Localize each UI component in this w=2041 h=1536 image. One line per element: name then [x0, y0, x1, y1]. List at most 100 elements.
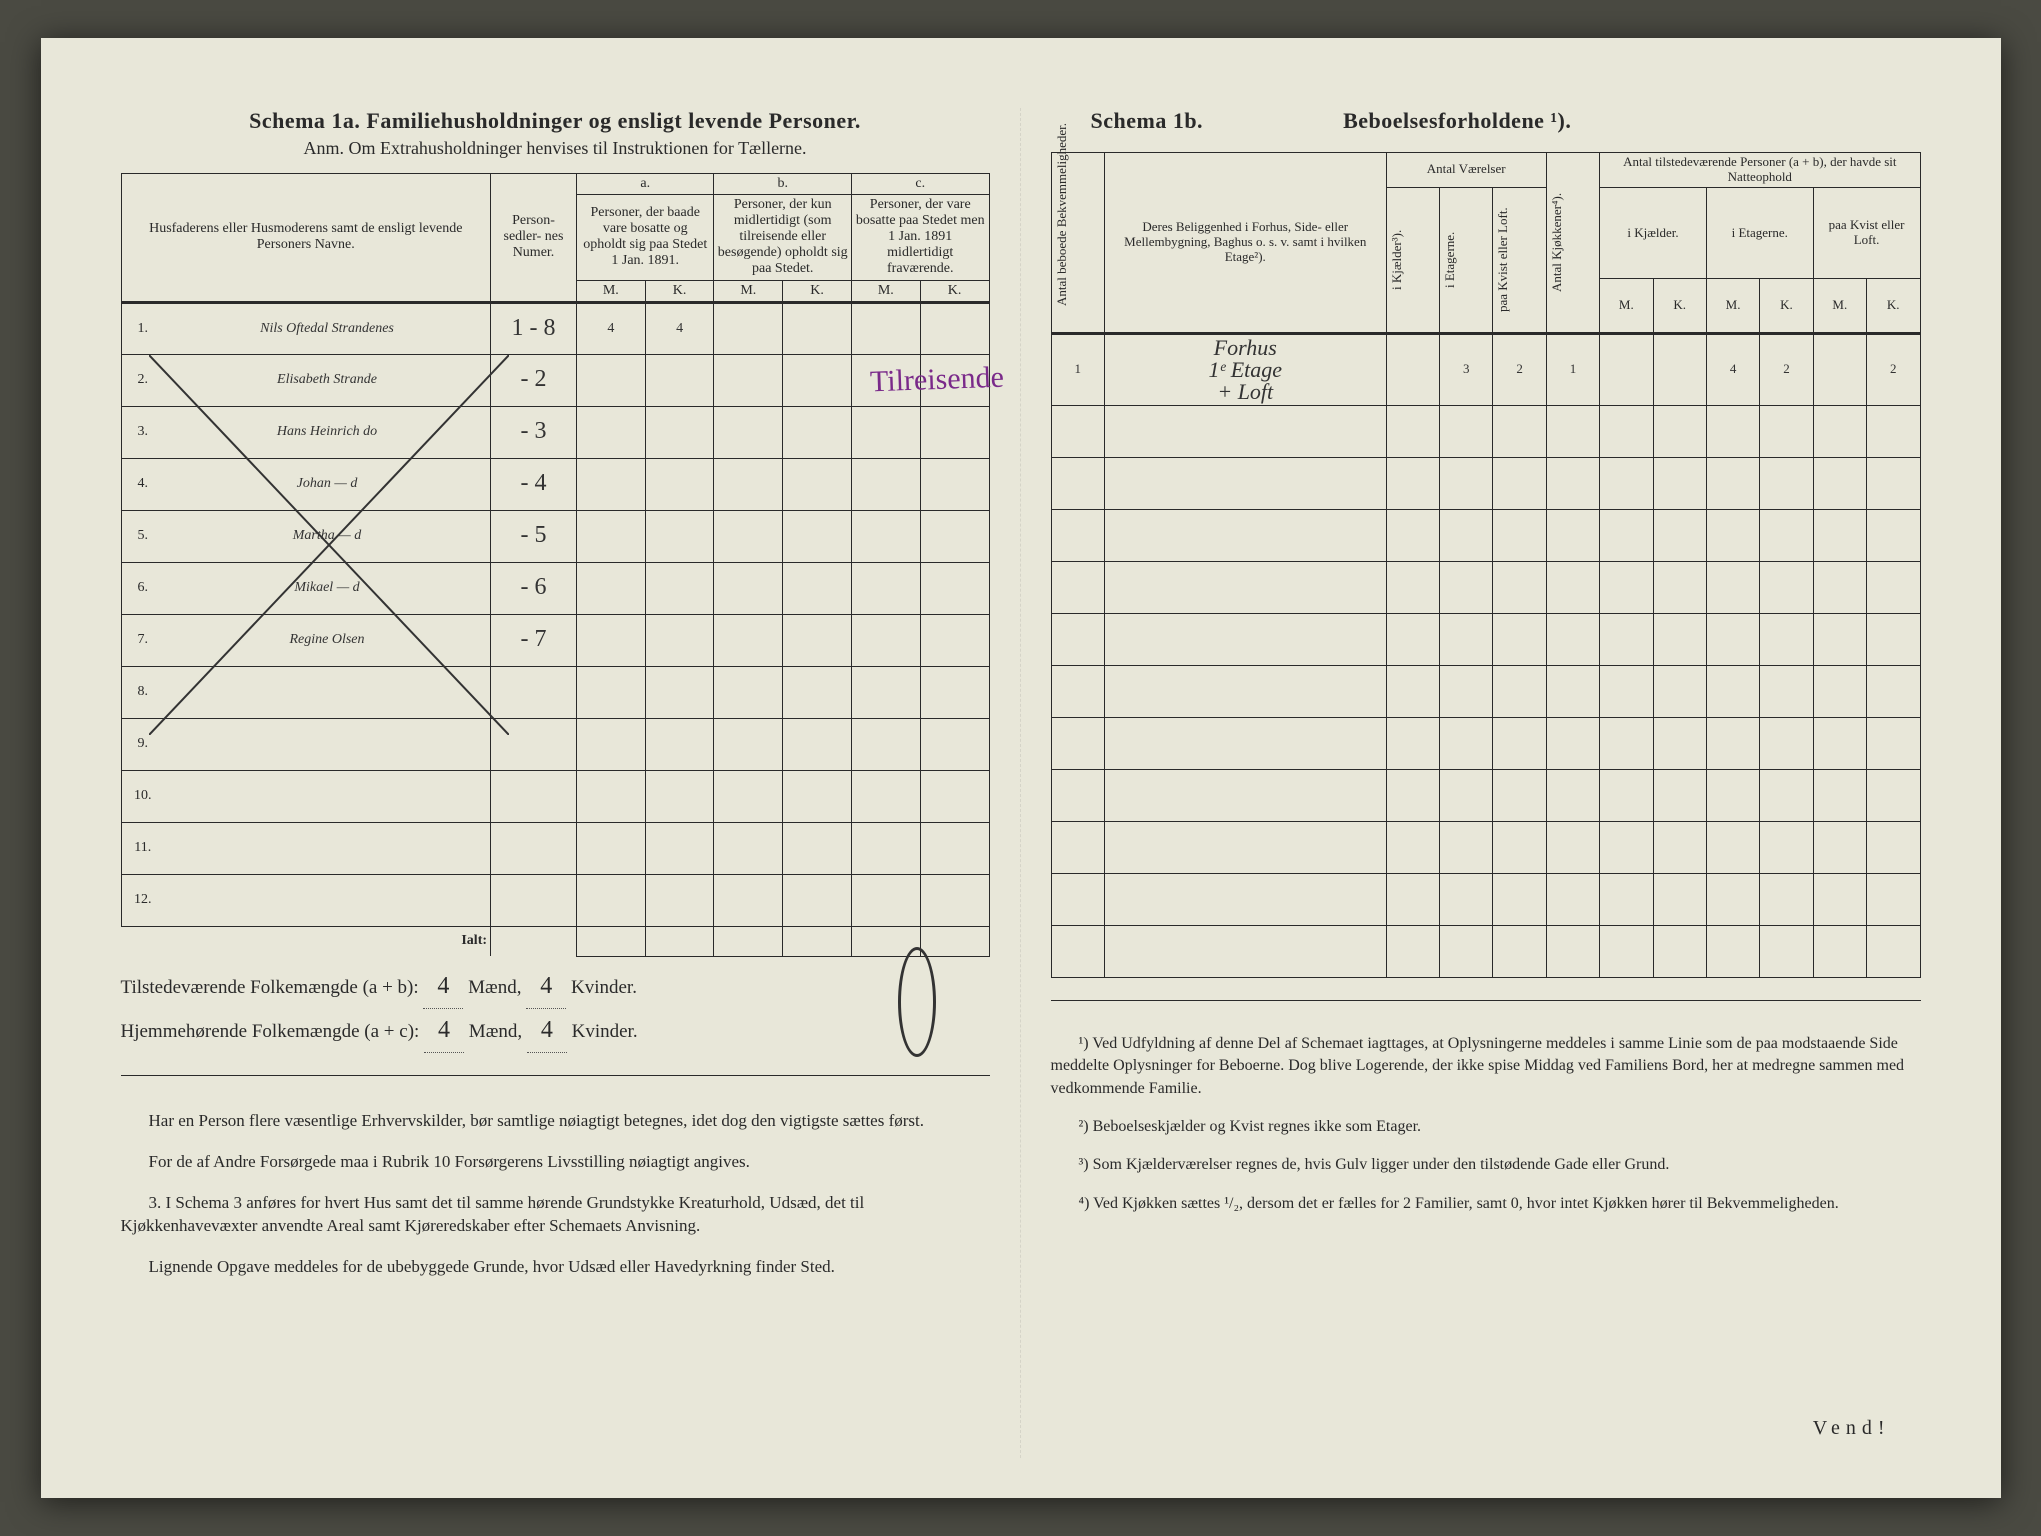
fn1b-3: ⁴) Ved Kjøkken sættes ¹/₂, dersom det er…	[1051, 1193, 1921, 1215]
hdr-b: b.	[714, 174, 852, 195]
cell	[645, 354, 714, 406]
fn1a-0: Har en Person flere væsentlige Erhvervsk…	[121, 1109, 990, 1133]
cell	[645, 666, 714, 718]
cell	[1386, 561, 1439, 613]
cell	[1386, 925, 1439, 977]
cell	[1051, 821, 1104, 873]
cell	[1760, 509, 1813, 561]
cell: 4	[1706, 333, 1759, 405]
cell: - 3	[491, 406, 577, 458]
table-row	[1051, 405, 1920, 457]
cell	[1104, 561, 1386, 613]
cell	[1760, 717, 1813, 769]
cell	[1706, 665, 1759, 717]
cell	[1493, 613, 1546, 665]
cell	[1386, 873, 1439, 925]
cell	[714, 302, 783, 354]
cell	[1493, 457, 1546, 509]
cell: 2	[1760, 333, 1813, 405]
cell	[783, 302, 852, 354]
cell	[920, 510, 989, 562]
vend-label: Vend!	[1813, 1417, 1891, 1440]
cell	[1760, 457, 1813, 509]
cell	[783, 510, 852, 562]
cell	[1493, 925, 1546, 977]
summary1-k: 4	[526, 965, 566, 1009]
cell	[1867, 561, 1921, 613]
hdr-tilst: Antal tilstedeværende Personer (a + b), …	[1600, 153, 1920, 188]
document-paper: Schema 1a. Familiehusholdninger og ensli…	[41, 38, 2001, 1498]
cell	[783, 406, 852, 458]
hdr-et-k: K.	[1760, 279, 1813, 334]
table-row: 6.Mikael — d- 6	[121, 562, 989, 614]
cell	[1104, 457, 1386, 509]
cell	[1386, 333, 1439, 405]
table-row	[1051, 509, 1920, 561]
cell	[1051, 405, 1104, 457]
summary2-kvinder: Kvinder.	[572, 1021, 638, 1042]
cell	[920, 614, 989, 666]
cell	[164, 770, 491, 822]
cell	[1440, 821, 1493, 873]
hdr-c: c.	[851, 174, 989, 195]
cell	[1051, 925, 1104, 977]
cell	[1706, 925, 1759, 977]
cell	[645, 718, 714, 770]
cell: 7.	[121, 614, 164, 666]
cell	[714, 614, 783, 666]
cell	[491, 874, 577, 926]
cell	[1813, 769, 1866, 821]
hdr-n-kv: paa Kvist eller Loft.	[1813, 187, 1920, 278]
cell	[851, 874, 920, 926]
cell	[1813, 925, 1866, 977]
hdr-a-m: M.	[576, 280, 645, 302]
cell	[576, 874, 645, 926]
cell	[1653, 717, 1706, 769]
cell	[164, 718, 491, 770]
cell	[1600, 873, 1653, 925]
cell: 1	[1051, 333, 1104, 405]
cell	[1051, 509, 1104, 561]
summary-line-2: Hjemmehørende Folkemængde (a + c): 4 Mæn…	[121, 1009, 990, 1053]
annotation-purple: Tilreisende	[869, 361, 1004, 400]
cell	[1546, 665, 1599, 717]
cell	[714, 666, 783, 718]
cell	[645, 458, 714, 510]
schema-1b-title-l: Schema 1b.	[1091, 108, 1204, 134]
cell: - 5	[491, 510, 577, 562]
table-row: 4.Johan — d- 4	[121, 458, 989, 510]
cell	[920, 458, 989, 510]
cell: 4	[645, 302, 714, 354]
cell	[1600, 769, 1653, 821]
cell	[645, 822, 714, 874]
cell	[576, 510, 645, 562]
hdr-kj-k: K.	[1653, 279, 1706, 334]
table-row	[1051, 561, 1920, 613]
cell	[1706, 821, 1759, 873]
cell	[1440, 769, 1493, 821]
table-row: 8.	[121, 666, 989, 718]
cell	[1546, 769, 1599, 821]
fn1b-0: ¹) Ved Udfyldning af denne Del af Schema…	[1051, 1033, 1921, 1100]
cell	[1813, 613, 1866, 665]
schema-1a-anm: Anm. Om Extrahusholdninger henvises til …	[121, 138, 990, 159]
table-row: 2.Elisabeth Strande- 2	[121, 354, 989, 406]
table-row: 1Forhus 1ᵉ Etage + Loft321422	[1051, 333, 1920, 405]
cell	[1104, 769, 1386, 821]
summary1-maend: Mænd,	[468, 977, 526, 998]
cell	[1104, 665, 1386, 717]
cell	[1546, 613, 1599, 665]
cell	[714, 718, 783, 770]
cell	[491, 718, 577, 770]
cell: 5.	[121, 510, 164, 562]
fn1a-3: Lignende Opgave meddeles for de ubebygge…	[121, 1255, 990, 1279]
cell	[1493, 717, 1546, 769]
cell	[1104, 925, 1386, 977]
hdr-kv-m: M.	[1813, 279, 1866, 334]
cell	[1104, 873, 1386, 925]
cell: 4.	[121, 458, 164, 510]
cell	[1600, 821, 1653, 873]
cell	[783, 614, 852, 666]
cell	[1813, 561, 1866, 613]
cell	[1706, 873, 1759, 925]
